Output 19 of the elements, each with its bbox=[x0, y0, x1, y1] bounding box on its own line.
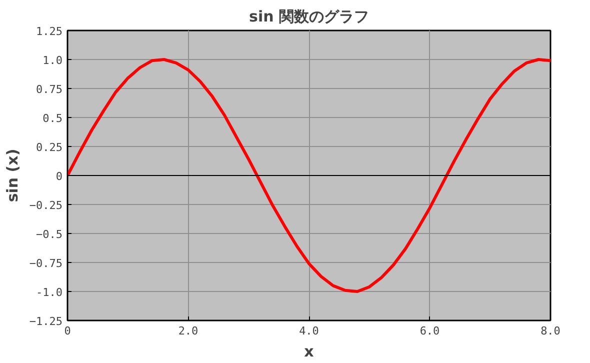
y-tick-label: 1.25 bbox=[36, 25, 63, 38]
x-tick-label: 0 bbox=[64, 324, 71, 338]
x-tick-label: 2.0 bbox=[178, 324, 198, 338]
y-tick-label: −0.5 bbox=[36, 228, 63, 241]
x-tick-label: 8.0 bbox=[540, 324, 560, 338]
y-tick-label: 0.25 bbox=[36, 141, 63, 154]
y-tick-label: −0.75 bbox=[29, 257, 63, 270]
x-axis-title: x bbox=[304, 342, 314, 360]
y-tick-label: 1.0 bbox=[42, 54, 63, 67]
chart-title: sin 関数のグラフ bbox=[249, 8, 369, 26]
y-tick-label: −0.25 bbox=[29, 199, 63, 212]
y-tick-label: -1.0 bbox=[36, 286, 63, 299]
x-tick-label: 4.0 bbox=[299, 324, 319, 338]
x-tick-label: 6.0 bbox=[420, 324, 440, 338]
y-tick-label: 0 bbox=[56, 170, 62, 183]
y-axis-title: sin (x) bbox=[3, 148, 22, 202]
y-tick-label: 0.5 bbox=[42, 112, 63, 125]
y-tick-label: −1.25 bbox=[29, 315, 63, 328]
y-tick-label: 0.75 bbox=[36, 83, 63, 96]
